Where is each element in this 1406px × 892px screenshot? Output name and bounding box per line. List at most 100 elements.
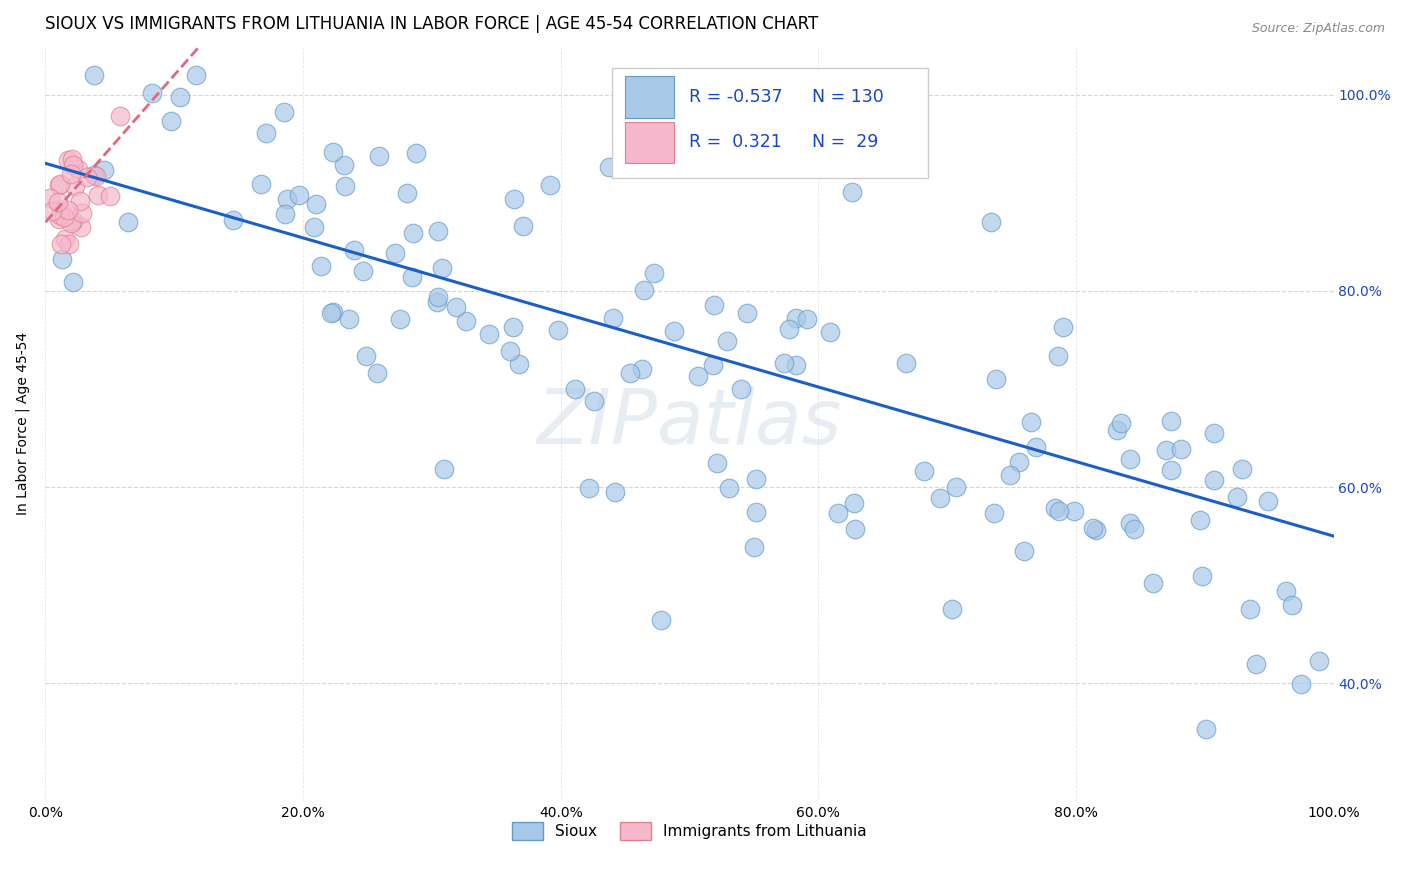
Point <box>69 194 91 209</box>
Point <box>842 496 865 510</box>
Point <box>983 507 1005 521</box>
Point <box>273 207 295 221</box>
Point <box>945 480 967 494</box>
Point <box>93 162 115 177</box>
Point <box>773 356 796 370</box>
Point <box>305 197 328 211</box>
FancyBboxPatch shape <box>612 69 928 178</box>
Point <box>62 214 84 228</box>
Point <box>117 215 139 229</box>
Point <box>366 366 388 380</box>
Point <box>160 114 183 128</box>
Point <box>662 325 685 339</box>
Point <box>502 193 524 207</box>
Point <box>311 259 333 273</box>
Point <box>83 169 105 183</box>
Point <box>1105 423 1128 437</box>
Point <box>778 322 800 336</box>
Point <box>433 462 456 476</box>
Point <box>841 186 863 200</box>
Point <box>633 283 655 297</box>
Point <box>631 362 654 376</box>
Y-axis label: In Labor Force | Age 45-54: In Labor Force | Age 45-54 <box>15 332 30 515</box>
Point <box>706 456 728 470</box>
Point <box>169 90 191 104</box>
Point <box>941 602 963 616</box>
Point <box>578 481 600 495</box>
Point <box>49 177 72 191</box>
Bar <box>626 76 673 118</box>
Point <box>1226 490 1249 504</box>
Point <box>1308 654 1330 668</box>
Point <box>1244 657 1267 672</box>
Point <box>785 310 807 325</box>
Point <box>426 290 449 304</box>
Point <box>48 211 70 226</box>
Point <box>84 169 107 184</box>
Point <box>67 162 90 177</box>
Point <box>58 237 80 252</box>
Point <box>686 369 709 384</box>
Point <box>512 219 534 234</box>
Point <box>508 357 530 371</box>
Point <box>730 382 752 396</box>
Point <box>401 269 423 284</box>
Point <box>502 320 524 334</box>
Point <box>928 491 950 506</box>
Point <box>354 349 377 363</box>
Point <box>76 169 98 184</box>
Point <box>1109 417 1132 431</box>
Point <box>1154 443 1177 458</box>
Text: R = -0.537: R = -0.537 <box>689 88 783 106</box>
Point <box>426 295 449 310</box>
Point <box>444 300 467 314</box>
Point <box>273 104 295 119</box>
Point <box>368 149 391 163</box>
Point <box>1160 462 1182 476</box>
Point <box>62 275 84 289</box>
Point <box>60 216 83 230</box>
Point <box>287 187 309 202</box>
Point <box>51 252 73 266</box>
Point <box>1230 462 1253 476</box>
Point <box>49 208 72 222</box>
Point <box>912 464 935 478</box>
Point <box>250 178 273 192</box>
Point <box>1081 521 1104 535</box>
Point <box>70 206 93 220</box>
Point <box>254 126 277 140</box>
Point <box>427 224 450 238</box>
Text: SIOUX VS IMMIGRANTS FROM LITHUANIA IN LABOR FORCE | AGE 45-54 CORRELATION CHART: SIOUX VS IMMIGRANTS FROM LITHUANIA IN LA… <box>45 15 818 33</box>
Point <box>598 160 620 174</box>
Point <box>650 613 672 627</box>
Point <box>1160 414 1182 428</box>
Point <box>745 472 768 486</box>
Point <box>405 146 427 161</box>
Point <box>1063 504 1085 518</box>
Point <box>703 298 725 312</box>
Point <box>1204 426 1226 441</box>
Point <box>1047 349 1070 363</box>
Bar <box>626 121 673 163</box>
Point <box>432 261 454 276</box>
Point <box>477 326 499 341</box>
Point <box>1281 599 1303 613</box>
Point <box>333 179 356 194</box>
Point <box>41 203 63 218</box>
Point <box>322 145 344 160</box>
Point <box>62 152 84 166</box>
Point <box>337 311 360 326</box>
Text: ZIPatlas: ZIPatlas <box>537 386 842 460</box>
Point <box>108 109 131 123</box>
Legend: Sioux, Immigrants from Lithuania: Sioux, Immigrants from Lithuania <box>506 816 873 847</box>
Point <box>619 366 641 380</box>
Point <box>547 322 569 336</box>
Point <box>796 312 818 326</box>
Point <box>60 167 83 181</box>
Point <box>396 186 419 200</box>
Point <box>51 237 73 252</box>
Point <box>322 305 344 319</box>
Text: Source: ZipAtlas.com: Source: ZipAtlas.com <box>1251 22 1385 36</box>
Point <box>844 522 866 536</box>
Point <box>56 153 79 168</box>
